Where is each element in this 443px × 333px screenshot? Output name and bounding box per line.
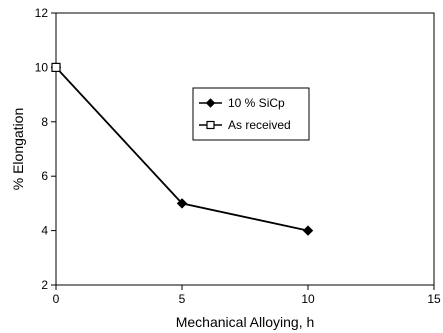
series-1 [51, 62, 61, 73]
legend-marker [205, 98, 216, 108]
x-tick-label: 10 [301, 292, 315, 306]
y-tick-label: 2 [41, 278, 48, 292]
x-axis-title: Mechanical Alloying, h [176, 314, 315, 330]
y-axis-title: % Elongation [10, 108, 26, 191]
x-tick-label: 0 [53, 292, 60, 306]
legend-marker [206, 120, 215, 130]
x-tick-label: 15 [427, 292, 441, 306]
x-axis-ticks: 0 5 10 15 [53, 285, 441, 306]
x-tick-label: 5 [179, 292, 186, 306]
y-tick-label: 10 [35, 60, 49, 74]
legend-label: 10 % SiCp [228, 96, 285, 110]
legend-label: As received [228, 118, 291, 132]
data-point [51, 62, 61, 73]
y-tick-label: 8 [41, 115, 48, 129]
legend-item: 10 % SiCp [199, 96, 285, 110]
legend: 10 % SiCp As received [192, 87, 310, 141]
plot-area [55, 12, 435, 286]
data-point [176, 198, 188, 209]
y-tick-label: 6 [41, 169, 48, 183]
legend-item: As received [199, 118, 291, 132]
legend-box [192, 87, 310, 141]
y-axis-ticks: 2 4 6 8 10 12 [35, 6, 56, 292]
plot-frame [55, 12, 435, 286]
series-layer [50, 62, 314, 236]
y-tick-label: 4 [41, 224, 48, 238]
legend-items: 10 % SiCp As received [199, 96, 291, 132]
data-point [302, 225, 314, 236]
y-tick-label: 12 [35, 6, 49, 20]
